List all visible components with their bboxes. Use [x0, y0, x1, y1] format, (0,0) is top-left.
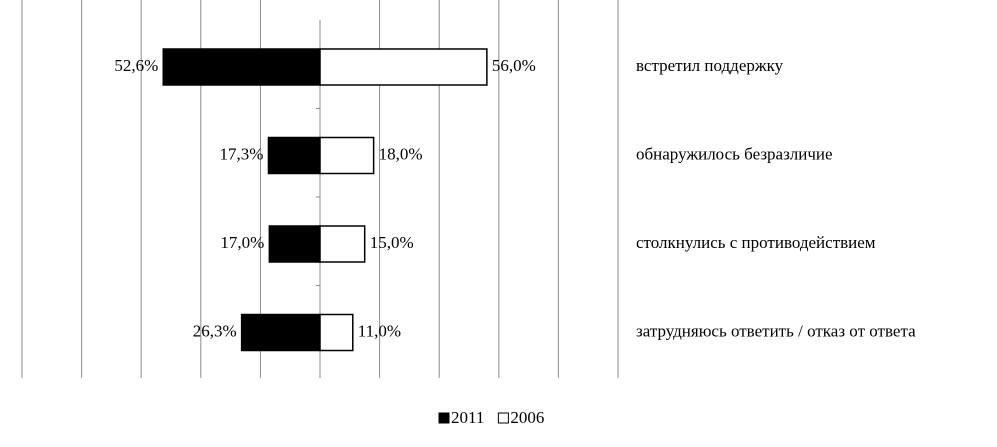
legend-label: 2006: [510, 408, 544, 427]
value-label: 17,0%: [220, 233, 264, 252]
bar: [268, 225, 321, 263]
bar: [319, 48, 488, 86]
category-label: затрудняюсь ответить / отказ от ответа: [636, 321, 916, 340]
value-label: 15,0%: [370, 233, 414, 252]
bar: [267, 136, 321, 175]
bar: [240, 313, 321, 352]
value-label: 17,3%: [220, 144, 264, 163]
value-label: 26,3%: [193, 321, 237, 340]
bar: [319, 225, 366, 263]
category-label: встретил поддержку: [636, 56, 784, 75]
legend-swatch: [497, 412, 509, 424]
bar: [319, 136, 375, 175]
category-label: обнаружилось безразличие: [636, 144, 833, 163]
value-label: 11,0%: [358, 321, 401, 340]
category-label: столкнулись с противодействием: [636, 233, 876, 252]
value-label: 52,6%: [114, 56, 158, 75]
legend-swatch: [438, 412, 450, 424]
legend-label: 2011: [451, 408, 484, 427]
bar: [162, 48, 321, 86]
value-label: 18,0%: [379, 144, 423, 163]
value-label: 56,0%: [492, 56, 536, 75]
bar: [319, 313, 354, 352]
